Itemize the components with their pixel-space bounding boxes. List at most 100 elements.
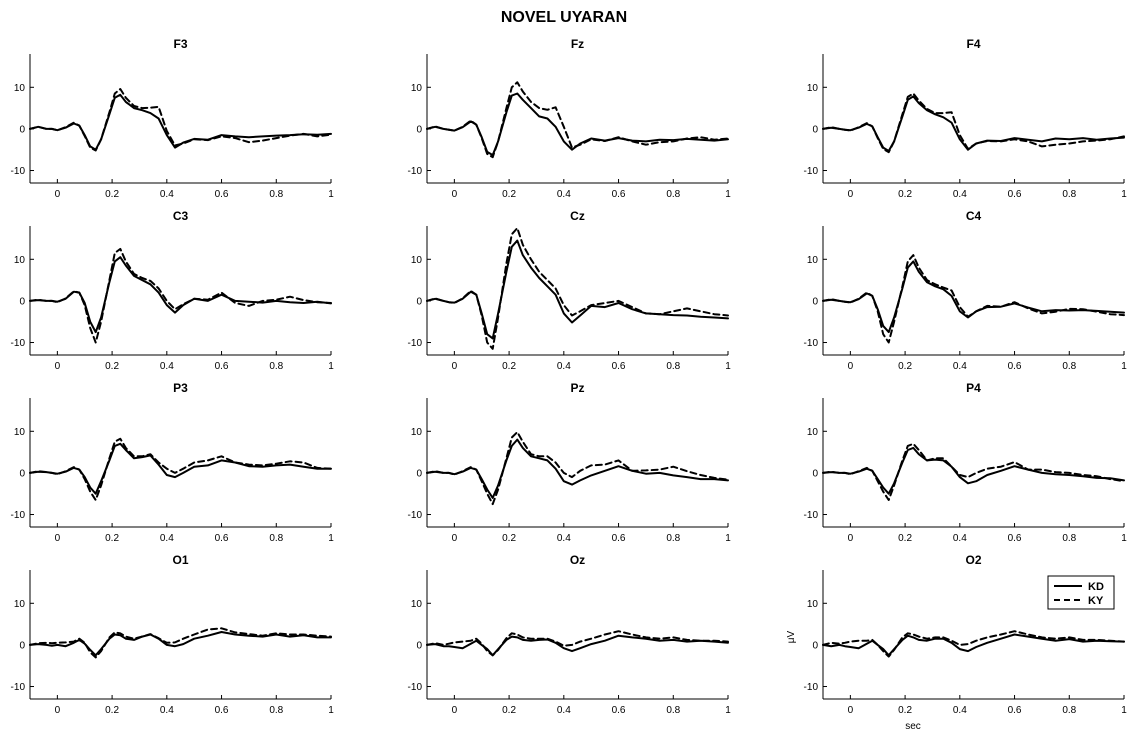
x-tick-label-c4: 0.2	[898, 361, 912, 372]
x-tick-label-o1: 0.8	[269, 705, 283, 716]
y-tick-label-oz: 0	[416, 640, 422, 651]
legend: KD KY	[1047, 575, 1115, 610]
x-tick-label-oz: 0.8	[666, 705, 680, 716]
x-tick-label-pz: 0.6	[612, 533, 626, 544]
x-tick-label-fz: 1	[725, 189, 731, 200]
series-ky-f4	[822, 92, 1125, 154]
legend-ky-label: KY	[1088, 595, 1104, 607]
x-tick-label-f3: 0.4	[160, 189, 174, 200]
panel-title-f4: F4	[966, 37, 980, 51]
panel-title-p3: P3	[173, 381, 188, 395]
y-tick-label-p3: 10	[14, 427, 26, 438]
x-tick-label-p4: 0.2	[898, 533, 912, 544]
y-tick-label-c4: 0	[812, 296, 818, 307]
x-tick-label-fz: 0.4	[557, 189, 571, 200]
x-tick-label-f4: 0.6	[1008, 189, 1022, 200]
x-tick-label-o1: 1	[328, 705, 334, 716]
y-tick-label-c3: -10	[11, 338, 26, 349]
series-kd-oz	[426, 634, 729, 657]
panel-title-oz: Oz	[570, 553, 585, 567]
x-tick-label-pz: 0.2	[502, 533, 516, 544]
panel-title-c4: C4	[966, 209, 982, 223]
x-tick-label-p3: 1	[328, 533, 334, 544]
y-tick-label-p4: 0	[812, 468, 818, 479]
y-tick-label-f4: 0	[812, 124, 818, 135]
panel-f4: F4 -10 0 10 0 0.2 0.4 0.6 0.8 1	[804, 37, 1128, 200]
y-tick-label-c3: 0	[19, 296, 25, 307]
x-tick-label-c3: 0.6	[215, 361, 229, 372]
series-kd-p4	[822, 446, 1125, 495]
panel-title-fz: Fz	[571, 37, 584, 51]
x-tick-label-oz: 0.4	[557, 705, 571, 716]
x-tick-label-f4: 0.2	[898, 189, 912, 200]
series-ky-oz	[426, 630, 729, 657]
x-tick-label-o2: 0.2	[898, 705, 912, 716]
panel-title-p4: P4	[966, 381, 981, 395]
x-tick-label-pz: 0.4	[557, 533, 571, 544]
x-tick-label-p3: 0.2	[105, 533, 119, 544]
series-ky-p4	[822, 442, 1125, 501]
y-tick-label-o2: 0	[812, 640, 818, 651]
x-tick-label-p4: 0	[848, 533, 854, 544]
x-tick-label-p3: 0.8	[269, 533, 283, 544]
panel-cz: Cz -10 0 10 0 0.2 0.4 0.6 0.8 1	[408, 209, 732, 372]
x-tick-label-oz: 0.6	[612, 705, 626, 716]
x-tick-label-cz: 1	[725, 361, 731, 372]
panel-o1: O1 -10 0 10 0 0.2 0.4 0.6 0.8 1	[11, 553, 335, 716]
y-tick-label-c3: 10	[14, 255, 26, 266]
y-tick-label-f3: 0	[19, 124, 25, 135]
panel-pz: Pz -10 0 10 0 0.2 0.4 0.6 0.8 1	[408, 381, 732, 544]
series-ky-f3	[29, 88, 332, 152]
panel-title-pz: Pz	[570, 381, 584, 395]
y-tick-label-p3: -10	[11, 510, 26, 521]
y-tick-label-oz: 10	[411, 599, 423, 610]
series-ky-o1	[29, 627, 332, 659]
x-tick-label-c3: 0.2	[105, 361, 119, 372]
series-kd-o1	[29, 631, 332, 657]
legend-box	[1047, 575, 1115, 610]
y-tick-label-p4: 10	[807, 427, 819, 438]
x-tick-label-p4: 0.8	[1062, 533, 1076, 544]
y-tick-label-p3: 0	[19, 468, 25, 479]
panel-fz: Fz -10 0 10 0 0.2 0.4 0.6 0.8 1	[408, 37, 732, 200]
x-tick-label-fz: 0.8	[666, 189, 680, 200]
y-tick-label-o1: 10	[14, 599, 26, 610]
panel-title-f3: F3	[173, 37, 187, 51]
series-kd-cz	[426, 239, 729, 340]
panel-p4: P4 -10 0 10 0 0.2 0.4 0.6 0.8 1	[804, 381, 1128, 544]
x-tick-label-f3: 0.2	[105, 189, 119, 200]
x-tick-label-o1: 0.2	[105, 705, 119, 716]
y-tick-label-f4: -10	[804, 166, 819, 177]
x-tick-label-f4: 0.4	[953, 189, 967, 200]
x-tick-label-c4: 0.8	[1062, 361, 1076, 372]
y-tick-label-o2: -10	[804, 682, 819, 693]
series-ky-c4	[822, 254, 1125, 344]
x-tick-label-c3: 0.8	[269, 361, 283, 372]
x-tick-label-c4: 1	[1121, 361, 1127, 372]
x-tick-label-c4: 0.6	[1008, 361, 1022, 372]
x-tick-label-oz: 1	[725, 705, 731, 716]
x-tick-label-f4: 0	[848, 189, 854, 200]
x-tick-label-f3: 0	[55, 189, 61, 200]
y-tick-label-f3: 10	[14, 83, 26, 94]
y-tick-label-oz: -10	[408, 682, 423, 693]
x-tick-label-cz: 0.6	[612, 361, 626, 372]
y-tick-label-cz: 0	[416, 296, 422, 307]
series-ky-p3	[29, 437, 332, 501]
y-tick-label-pz: -10	[408, 510, 423, 521]
x-axis-label: sec	[905, 721, 921, 731]
series-ky-o2	[822, 630, 1125, 658]
x-tick-label-c3: 0.4	[160, 361, 174, 372]
x-tick-label-f3: 0.8	[269, 189, 283, 200]
series-kd-o2	[822, 633, 1125, 657]
x-tick-label-p3: 0.4	[160, 533, 174, 544]
y-axis-label: μV	[786, 630, 797, 643]
x-tick-label-o1: 0.4	[160, 705, 174, 716]
x-tick-label-p3: 0	[55, 533, 61, 544]
x-tick-label-o2: 0.4	[953, 705, 967, 716]
x-tick-label-fz: 0.6	[612, 189, 626, 200]
panel-title-o1: O1	[172, 553, 188, 567]
x-tick-label-o2: 0.6	[1008, 705, 1022, 716]
